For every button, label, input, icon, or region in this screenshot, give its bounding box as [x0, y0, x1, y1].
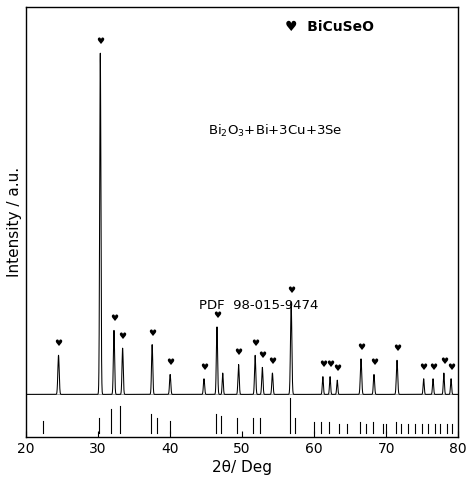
Text: ♥: ♥	[419, 362, 428, 372]
Text: ♥: ♥	[447, 362, 455, 372]
Text: ♥: ♥	[319, 361, 327, 370]
Text: ♥: ♥	[393, 344, 401, 353]
Text: ♥: ♥	[213, 311, 221, 320]
Text: ♥: ♥	[200, 362, 208, 372]
Text: ♥: ♥	[440, 357, 448, 366]
Text: ♥: ♥	[235, 348, 243, 358]
Text: ♥: ♥	[287, 286, 295, 295]
Y-axis label: Intensity / a.u.: Intensity / a.u.	[7, 167, 22, 277]
Text: ♥: ♥	[96, 37, 104, 46]
Text: ♥: ♥	[258, 351, 266, 360]
Text: ♥: ♥	[429, 362, 437, 372]
Text: ♥: ♥	[326, 361, 334, 370]
Text: ♥: ♥	[148, 329, 156, 337]
Text: ♥: ♥	[55, 339, 63, 348]
Text: ♥: ♥	[118, 332, 127, 341]
Text: ♥: ♥	[251, 339, 259, 348]
Text: ♥: ♥	[110, 314, 118, 323]
Text: ♥  BiCuSeO: ♥ BiCuSeO	[285, 20, 374, 34]
Text: ♥: ♥	[370, 358, 378, 367]
Text: ♥: ♥	[268, 357, 276, 366]
Text: ♥: ♥	[357, 343, 365, 352]
Text: ♥: ♥	[166, 358, 174, 367]
Text: ♥: ♥	[333, 364, 341, 373]
Text: PDF  98-015-9474: PDF 98-015-9474	[199, 299, 319, 312]
X-axis label: 2θ/ Deg: 2θ/ Deg	[212, 460, 272, 475]
Text: Bi$_2$O$_3$+Bi+3Cu+3Se: Bi$_2$O$_3$+Bi+3Cu+3Se	[208, 123, 342, 139]
